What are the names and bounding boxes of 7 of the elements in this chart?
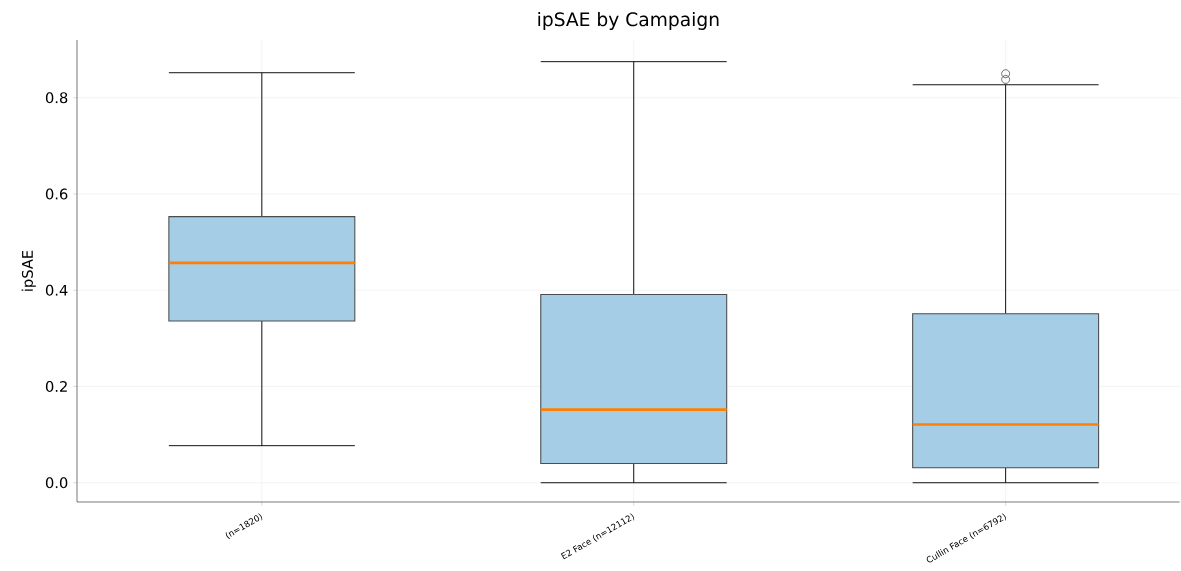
y-tick-label: 0.2 (45, 381, 67, 393)
chart-title: ipSAE by Campaign (538, 12, 719, 31)
y-axis-title: ipSAE (21, 250, 36, 291)
y-tick-label: 0.4 (45, 284, 68, 296)
y-tick-label: 0.0 (45, 477, 68, 489)
y-tick-label: 0.8 (45, 92, 68, 104)
y-tick-label: 0.6 (45, 188, 68, 200)
